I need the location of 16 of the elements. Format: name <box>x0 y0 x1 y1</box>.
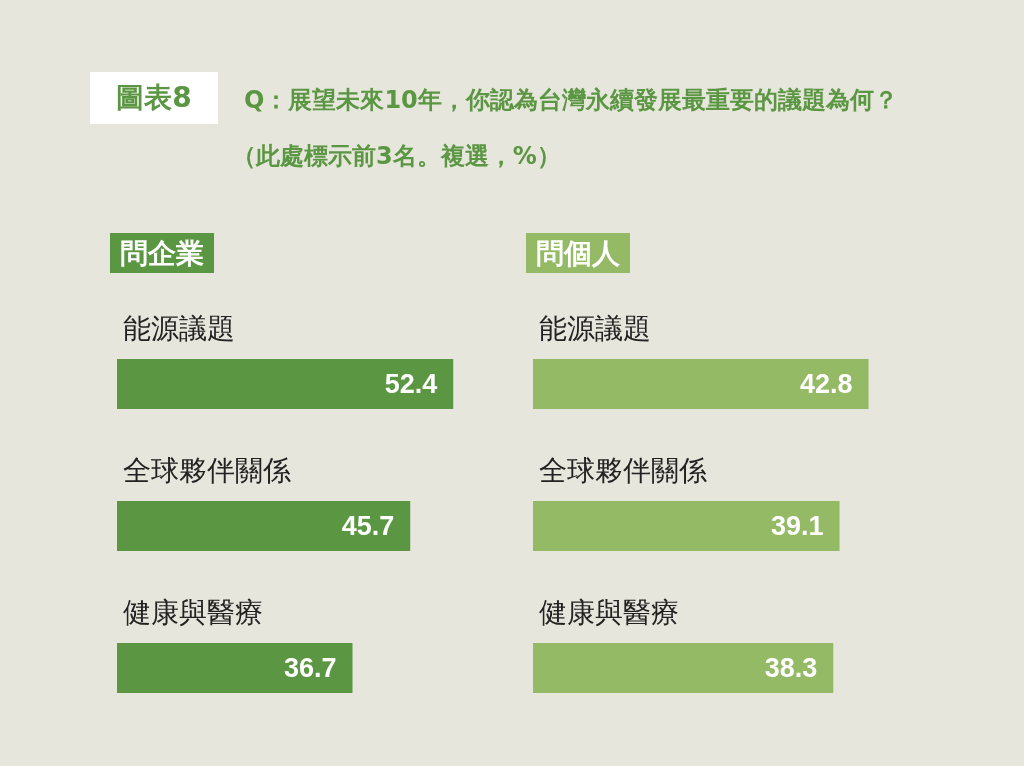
y-tick-label: 全球夥伴關係 <box>539 454 707 486</box>
data-label: 39.1 <box>770 511 824 541</box>
data-label: 36.7 <box>283 653 337 683</box>
text: 圖表8 <box>90 72 218 124</box>
y-tick-label: 全球夥伴關係 <box>123 454 291 486</box>
y-tick-label: 健康與醫療 <box>123 596 263 628</box>
data-label: 45.7 <box>341 511 395 541</box>
chart-title: 問企業 <box>120 237 204 269</box>
chart-title: 問個人 <box>536 237 621 269</box>
data-label: 42.8 <box>799 369 853 399</box>
data-label: 38.3 <box>764 653 818 683</box>
y-tick-label: 能源議題 <box>539 312 651 344</box>
data-label: 52.4 <box>384 369 438 399</box>
y-tick-label: 健康與醫療 <box>539 596 679 628</box>
y-tick-label: 能源議題 <box>123 312 235 344</box>
text: Q：展望未來10年，你認為台灣永續發展最重要的議題為何？（此處標示前3名。複選，%） <box>232 85 899 172</box>
